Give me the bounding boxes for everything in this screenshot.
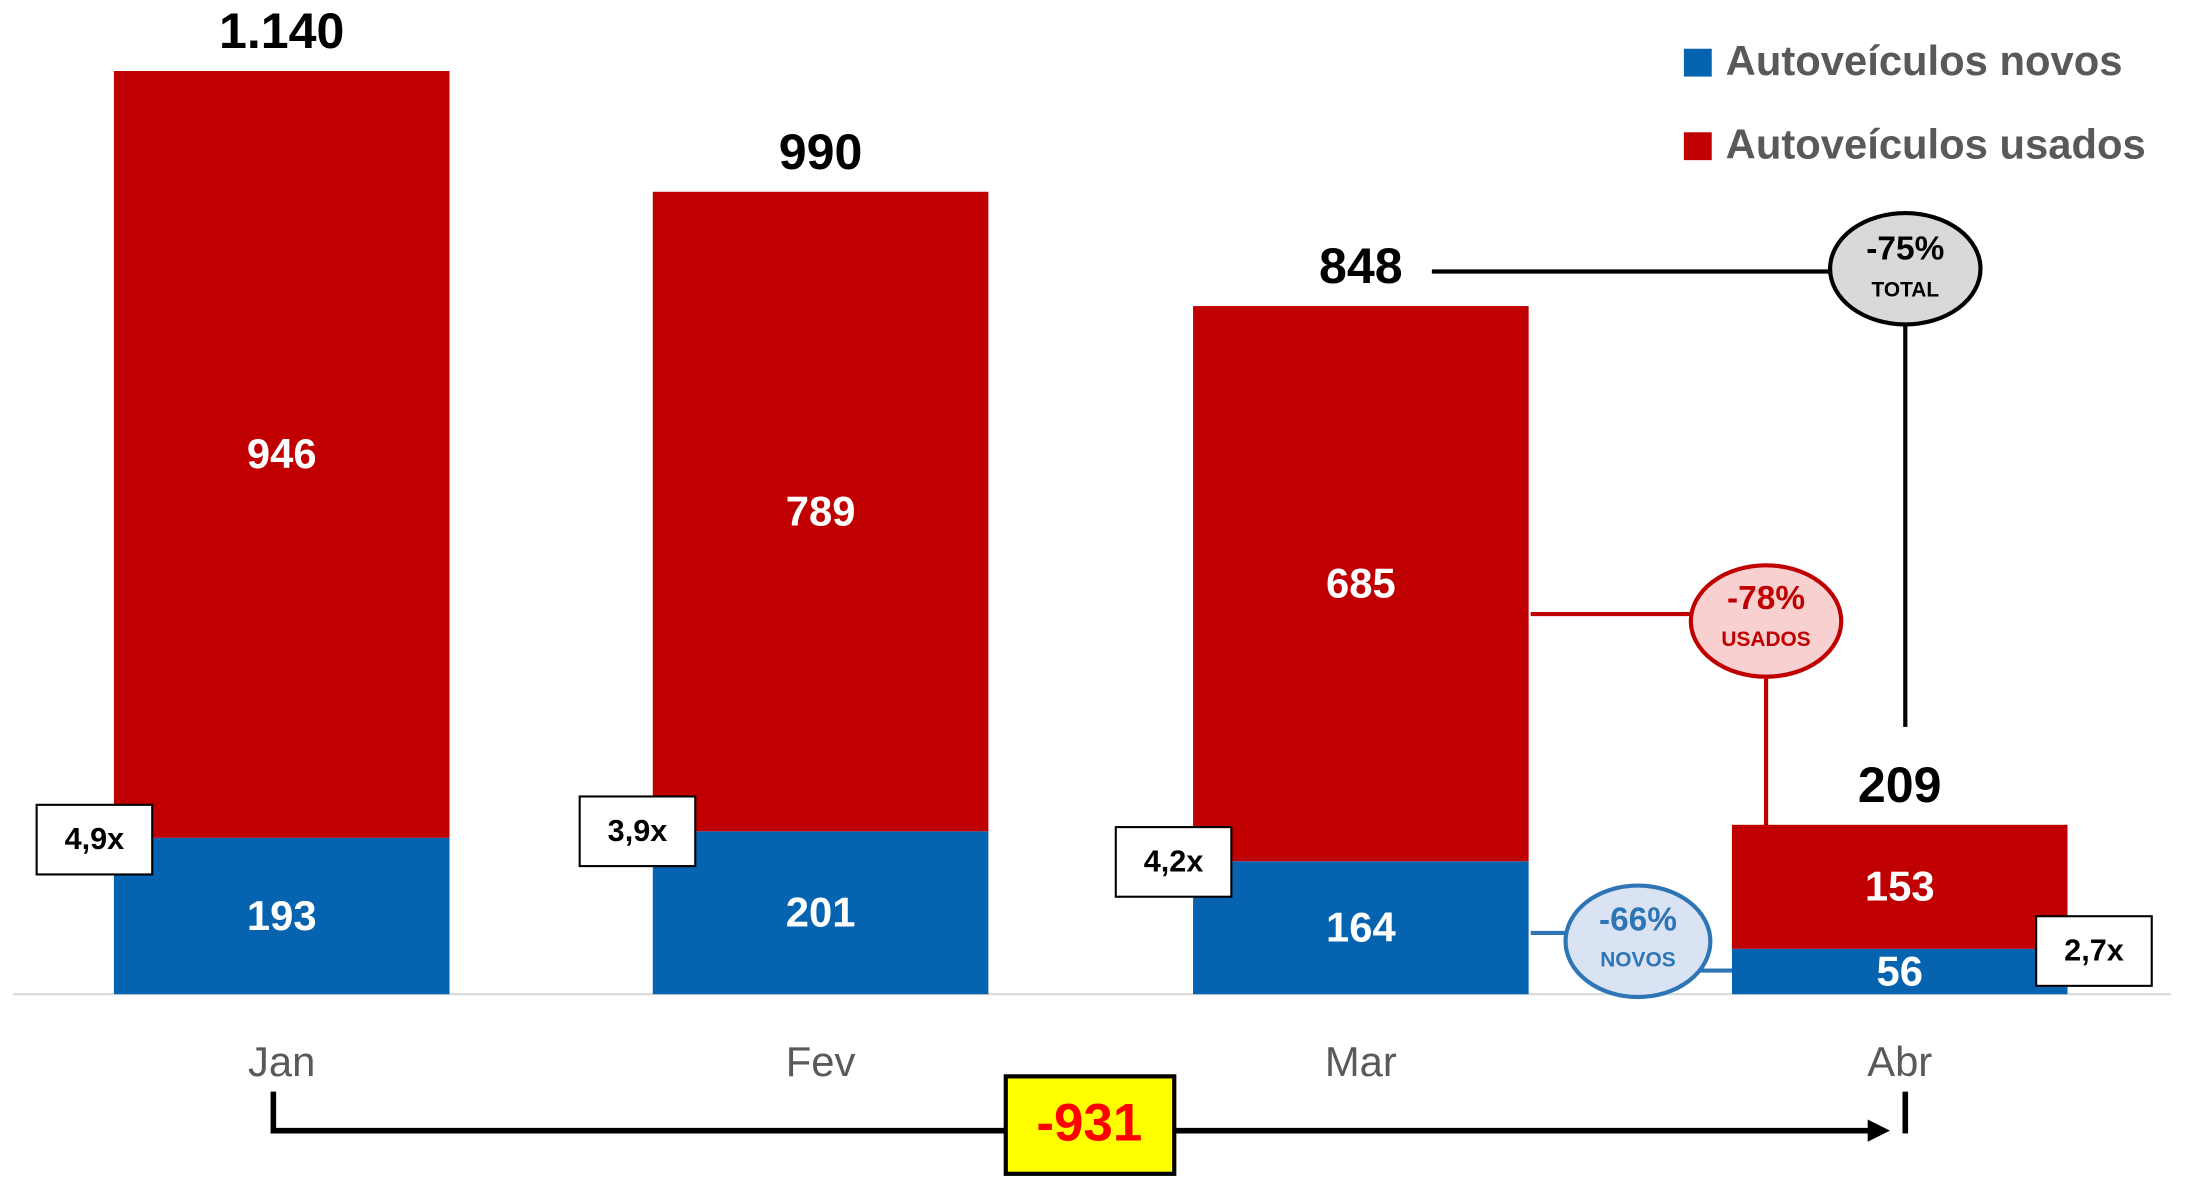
- ratio-label: 4,9x: [65, 822, 125, 856]
- legend-label: Autoveículos novos: [1726, 37, 2123, 84]
- ratio-label: 4,2x: [1144, 844, 1204, 878]
- ratio-box: [1114, 826, 1233, 898]
- ratio-box: [35, 803, 154, 876]
- total-label: 209: [1858, 757, 1942, 813]
- total-label: 1.140: [219, 3, 344, 59]
- ratio-label: 3,9x: [608, 814, 668, 848]
- segment-label: 201: [786, 889, 856, 936]
- segment-label: 56: [1876, 947, 1922, 994]
- x-tick-label: Abr: [1867, 1038, 1932, 1085]
- total-label: 848: [1319, 238, 1403, 294]
- badge: [1563, 883, 1713, 1000]
- ratio-label: 2,7x: [2064, 934, 2124, 968]
- badge-text: -66%: [1599, 902, 1677, 939]
- badge: [1688, 563, 1844, 679]
- connectors: [270, 269, 1909, 1134]
- badge-sub: USADOS: [1721, 628, 1810, 651]
- legend-swatch: [1683, 132, 1712, 161]
- bar-segment: [652, 831, 989, 995]
- bar-segment: [1193, 861, 1529, 995]
- arrow: [270, 1091, 1875, 1134]
- badge-sub: NOVOS: [1600, 948, 1675, 971]
- difference-box: [1003, 1074, 1177, 1176]
- x-tick-label: Fev: [786, 1038, 856, 1085]
- segment-label: 789: [786, 487, 856, 534]
- ratio-box: [2035, 915, 2153, 987]
- bar-segment: [1731, 948, 2068, 995]
- segment-label: 193: [247, 892, 317, 939]
- difference: -931: [1036, 1093, 1142, 1152]
- segment-label: 153: [1865, 863, 1935, 910]
- badge-text: -78%: [1727, 580, 1805, 617]
- total-label: 990: [779, 124, 863, 180]
- legend-label: Autoveículos usados: [1726, 121, 2146, 168]
- x-tick-label: Jan: [248, 1038, 315, 1085]
- segment-label: 164: [1326, 904, 1396, 951]
- ratio-box: [578, 795, 697, 868]
- segment-label: 946: [247, 430, 317, 477]
- badge-text: -75%: [1866, 230, 1944, 267]
- legend-swatch: [1683, 48, 1712, 77]
- arrow-head: [1867, 1119, 1890, 1142]
- x-tick-label: Mar: [1325, 1038, 1397, 1085]
- bar-segment: [1193, 306, 1529, 862]
- bar-segment: [113, 837, 450, 995]
- bar-segment: [652, 191, 989, 832]
- badge-sub: TOTAL: [1871, 279, 1939, 302]
- bar-segment: [113, 71, 450, 838]
- badge: [1828, 210, 1983, 327]
- segment-label: 685: [1326, 559, 1396, 606]
- bar-segment: [1731, 824, 2068, 949]
